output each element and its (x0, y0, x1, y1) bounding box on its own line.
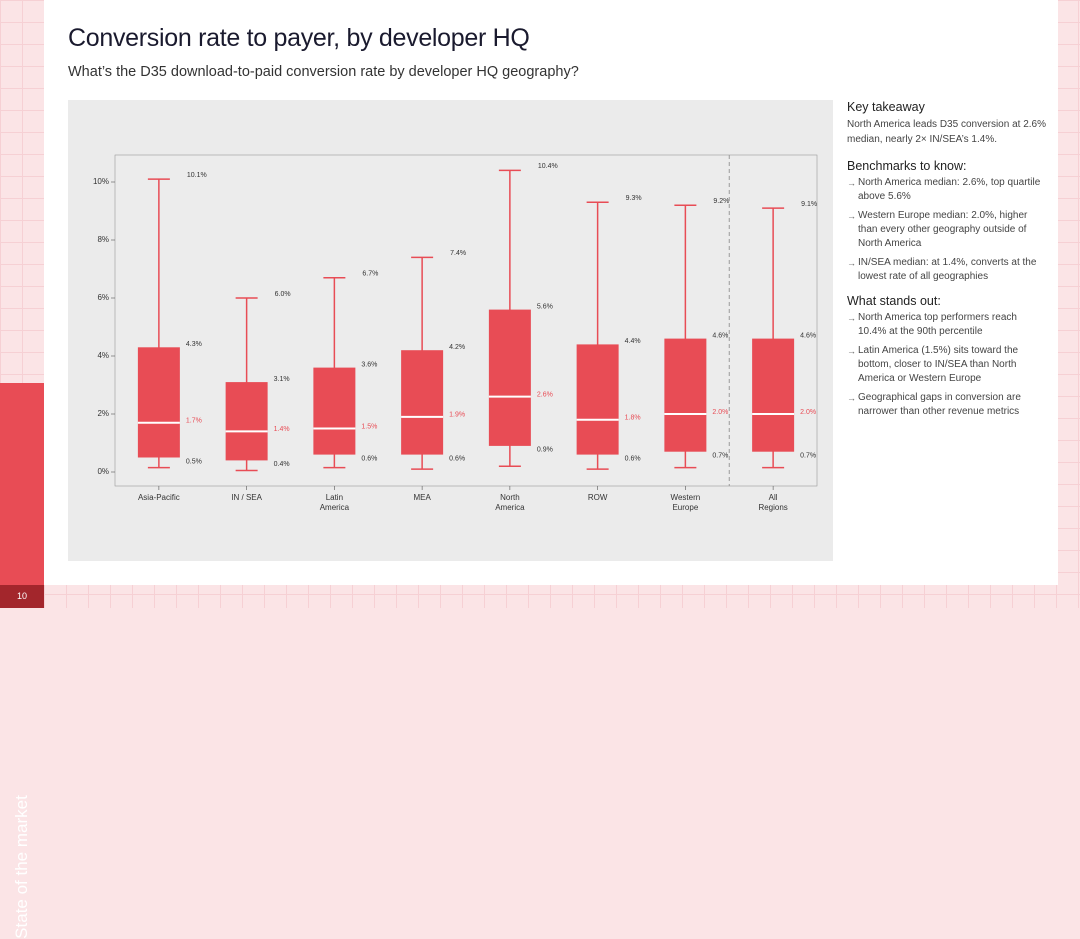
benchmarks-heading: Benchmarks to know: (847, 159, 967, 173)
arrow-right-icon: → (847, 393, 856, 403)
value-label-q3: 4.6% (800, 332, 816, 339)
value-label-high: 6.0% (275, 291, 291, 298)
value-label-high: 10.1% (187, 172, 207, 179)
page-subtitle: What’s the D35 download-to-paid conversi… (68, 64, 579, 80)
benchmark-text: IN/SEA median: at 1.4%, converts at the … (858, 257, 1037, 282)
value-label-median: 1.9% (449, 412, 465, 419)
box (752, 338, 795, 452)
benchmark-text: North America median: 2.6%, top quartile… (858, 177, 1041, 202)
value-label-q3: 4.6% (712, 332, 728, 339)
value-label-median: 1.5% (361, 423, 377, 430)
value-label-q1: 0.5% (186, 458, 202, 465)
value-label-high: 6.7% (362, 271, 378, 278)
value-label-q1: 0.7% (800, 453, 816, 460)
benchmark-item: → IN/SEA median: at 1.4%, converts at the… (847, 256, 1047, 284)
stands-out-item: → North America top performers reach 10.4… (847, 311, 1047, 339)
x-tick-label: IN / SEA (231, 493, 262, 502)
x-tick-label: All (769, 493, 778, 502)
x-tick-label: America (495, 503, 525, 512)
value-label-q1: 0.4% (274, 461, 290, 468)
y-tick-label: 8% (97, 235, 109, 244)
page-title: Conversion rate to payer, by developer H… (68, 24, 530, 52)
value-label-median: 2.0% (712, 409, 728, 416)
x-tick-label: Western (671, 493, 701, 502)
boxplot-chart: 0% 2% 4% 6% 8% 10% 10.1% 4.3% 1.7% 0.5% Asia-Pacif… (93, 154, 818, 512)
value-label-median: 2.6% (537, 391, 553, 398)
box (576, 344, 619, 455)
value-label-q1: 0.6% (625, 455, 641, 462)
benchmark-item: → North America median: 2.6%, top quartil… (847, 176, 1047, 204)
x-tick-label: ROW (588, 493, 608, 502)
key-takeaway-text: North America leads D35 conversion at 2.… (847, 119, 1046, 145)
stands-out-item: → Latin America (1.5%) sits toward the bo… (847, 344, 1047, 386)
benchmark-text: Western Europe median: 2.0%, higher than… (858, 210, 1028, 249)
benchmark-item: → Western Europe median: 2.0%, higher tha… (847, 209, 1047, 251)
section-label: State of the market (12, 795, 31, 939)
stands-out-text: North America top performers reach 10.4%… (858, 312, 1017, 337)
value-label-q1: 0.7% (712, 453, 728, 460)
arrow-right-icon: → (847, 258, 856, 268)
x-tick-label: Latin (326, 493, 343, 502)
value-label-median: 1.4% (274, 426, 290, 433)
box (225, 382, 268, 461)
box (313, 367, 356, 455)
value-label-q3: 5.6% (537, 303, 553, 310)
y-tick-label: 2% (97, 409, 109, 418)
y-tick-label: 0% (97, 467, 109, 476)
stands-out-item: → Geographical gaps in conversion are nar… (847, 391, 1047, 419)
value-label-q1: 0.9% (537, 447, 553, 454)
x-tick-label: Europe (672, 503, 698, 512)
box (488, 309, 531, 446)
value-label-q3: 3.6% (361, 361, 377, 368)
y-tick-label: 10% (93, 177, 109, 186)
box (137, 347, 180, 458)
key-takeaway-heading: Key takeaway (847, 100, 925, 114)
box (664, 338, 707, 452)
insights-sidebar: Key takeaway North America leads D35 con… (847, 100, 1047, 429)
page-number: 10 (0, 585, 44, 608)
arrow-right-icon: → (847, 313, 856, 323)
arrow-right-icon: → (847, 178, 856, 188)
stands-out-list: → North America top performers reach 10.4… (847, 311, 1047, 419)
benchmarks-list: → North America median: 2.6%, top quartil… (847, 176, 1047, 284)
value-label-q3: 3.1% (274, 376, 290, 383)
x-tick-label: North (500, 493, 520, 502)
x-tick-label: America (320, 503, 350, 512)
stands-out-text: Geographical gaps in conversion are narr… (858, 392, 1021, 417)
box (401, 350, 444, 455)
value-label-high: 9.2% (713, 198, 729, 205)
value-label-high: 10.4% (538, 163, 558, 170)
value-label-high: 9.1% (801, 201, 817, 208)
value-label-median: 2.0% (800, 409, 816, 416)
x-tick-label: MEA (413, 493, 431, 502)
arrow-right-icon: → (847, 211, 856, 221)
stands-out-heading: What stands out: (847, 294, 941, 308)
plot-frame (114, 154, 818, 487)
stands-out-text: Latin America (1.5%) sits toward the bot… (858, 345, 1019, 384)
value-label-high: 7.4% (450, 250, 466, 257)
value-label-median: 1.8% (625, 415, 641, 422)
value-label-q1: 0.6% (361, 455, 377, 462)
value-label-q3: 4.4% (625, 338, 641, 345)
section-tab: State of the market (0, 383, 44, 939)
y-tick-label: 4% (97, 351, 109, 360)
value-label-q1: 0.6% (449, 455, 465, 462)
x-tick-label: Asia-Pacific (138, 493, 180, 502)
value-label-high: 9.3% (626, 195, 642, 202)
value-label-q3: 4.3% (186, 341, 202, 348)
chart-panel: 0% 2% 4% 6% 8% 10% 10.1% 4.3% 1.7% 0.5% Asia-Pacif… (68, 100, 833, 561)
value-label-q3: 4.2% (449, 344, 465, 351)
arrow-right-icon: → (847, 346, 856, 356)
value-label-median: 1.7% (186, 418, 202, 425)
y-tick-label: 6% (97, 293, 109, 302)
x-tick-label: Regions (758, 503, 787, 512)
